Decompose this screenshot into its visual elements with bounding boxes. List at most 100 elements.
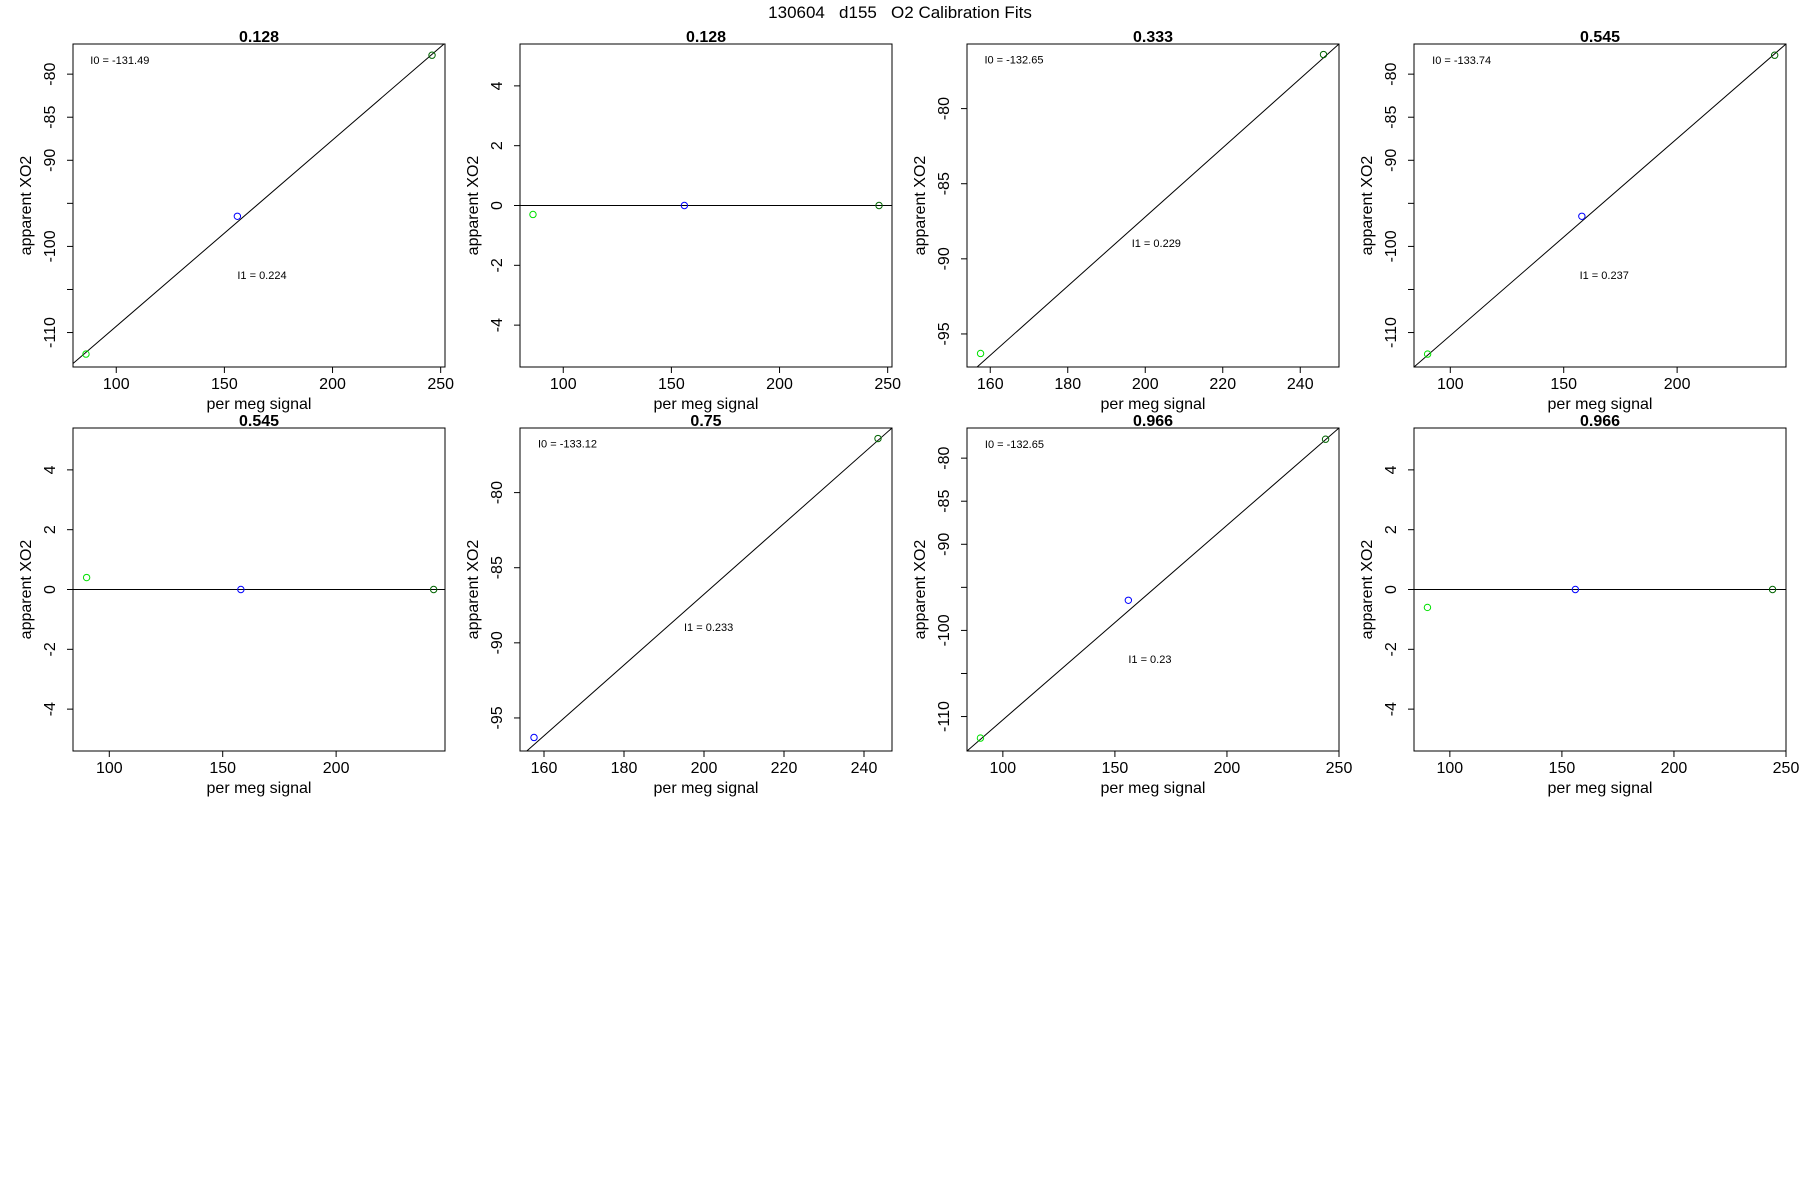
x-axis-label: per meg signal — [207, 780, 312, 797]
x-axis-label: per meg signal — [1548, 396, 1653, 413]
x-tick-label: 100 — [990, 760, 1017, 777]
data-point — [233, 212, 242, 220]
y-tick-label: -85 — [936, 172, 953, 195]
fit-annotation: I1 = 0.23 — [1128, 654, 1171, 666]
calibration-panel: 0.128 100 150 200 250 per meg signal 4 2 0 -2 -4 ap… — [465, 29, 901, 413]
y-axis-label: apparent XO2 — [465, 540, 482, 640]
x-tick-label: 160 — [531, 760, 558, 777]
y-tick-label: 0 — [489, 201, 506, 210]
y-tick-label: -90 — [489, 631, 506, 654]
calibration-panel: 0.128 100 150 200 250 per meg signal -80 -85 -90… — [18, 29, 454, 413]
y-tick-label: -4 — [1383, 702, 1400, 716]
x-tick-label: 200 — [1664, 376, 1691, 393]
y-tick-label: -100 — [936, 614, 953, 646]
y-tick-label: -80 — [489, 481, 506, 504]
y-tick-label: 2 — [1383, 525, 1400, 534]
fit-annotation: I0 = -133.74 — [1432, 55, 1491, 67]
x-tick-label: 250 — [874, 376, 901, 393]
y-tick-label: -85 — [1383, 106, 1400, 129]
y-axis-label: apparent XO2 — [1359, 156, 1376, 256]
x-tick-label: 200 — [1661, 760, 1688, 777]
calibration-panel: 0.966 100 150 200 250 per meg signal 4 2 0 -2 -4 ap… — [1359, 413, 1799, 797]
data-point — [82, 350, 90, 358]
x-tick-label: 240 — [1287, 376, 1314, 393]
fit-annotation: I0 = -132.65 — [985, 439, 1044, 451]
y-tick-label: -95 — [489, 706, 506, 729]
y-axis-label: apparent XO2 — [18, 156, 35, 256]
fit-annotation: I1 = 0.233 — [684, 622, 733, 634]
x-tick-label: 150 — [1550, 376, 1577, 393]
data-point — [1124, 596, 1133, 604]
y-tick-label: -80 — [1383, 62, 1400, 85]
fit-annotation: I0 = -132.65 — [984, 55, 1043, 67]
calibration-panel: 0.75 160 180 200 220 240 per meg signal -80 -85 -… — [465, 413, 893, 797]
panel-title: 0.966 — [1133, 413, 1173, 430]
data-point — [429, 585, 438, 594]
x-tick-label: 200 — [691, 760, 718, 777]
x-axis-label: per meg signal — [207, 396, 312, 413]
fit-annotation: I1 = 0.237 — [1580, 270, 1629, 282]
y-axis-label: apparent XO2 — [18, 540, 35, 640]
panel-title: 0.966 — [1580, 413, 1620, 430]
data-point — [976, 734, 985, 742]
panel-title: 0.545 — [1580, 29, 1620, 46]
y-tick-label: -4 — [42, 702, 59, 716]
x-axis-label: per meg signal — [1101, 780, 1206, 797]
data-point — [82, 573, 91, 582]
fit-annotation: I1 = 0.229 — [1132, 238, 1181, 250]
y-tick-label: -90 — [42, 149, 59, 172]
plot-frame — [966, 427, 1340, 752]
data-point — [237, 585, 245, 594]
calibration-panel: 0.545 100 150 200 per meg signal -80 -85 -90 -10… — [1359, 29, 1787, 413]
panel-title: 0.128 — [686, 29, 726, 46]
y-tick-label: -4 — [489, 318, 506, 332]
data-point — [874, 434, 882, 443]
y-tick-label: -80 — [936, 97, 953, 120]
data-point — [1423, 603, 1432, 612]
y-tick-label: -110 — [42, 317, 59, 348]
data-point — [1578, 212, 1586, 220]
y-tick-label: -85 — [936, 490, 953, 513]
y-tick-label: -90 — [936, 533, 953, 556]
y-tick-label: 2 — [489, 141, 506, 150]
fit-line — [1414, 44, 1786, 367]
data-point — [1571, 585, 1580, 594]
x-tick-label: 200 — [1214, 760, 1241, 777]
panel-title: 0.333 — [1133, 29, 1173, 46]
x-tick-label: 200 — [319, 376, 346, 393]
x-axis-label: per meg signal — [1101, 396, 1206, 413]
y-axis-label: apparent XO2 — [1359, 540, 1376, 640]
y-tick-label: -80 — [42, 62, 59, 85]
x-axis-label: per meg signal — [1548, 780, 1653, 797]
y-tick-label: -95 — [936, 322, 953, 345]
data-point — [1768, 585, 1777, 594]
calibration-panel: 0.545 100 150 200 per meg signal 4 2 0 -2 -4 appar… — [18, 413, 446, 797]
calibration-panel: 0.333 160 180 200 220 240 per meg signal -80 -85… — [912, 29, 1340, 413]
x-tick-label: 250 — [427, 376, 454, 393]
x-tick-label: 150 — [1549, 760, 1576, 777]
plot-frame — [519, 427, 893, 752]
y-axis-label: apparent XO2 — [912, 540, 929, 640]
y-tick-label: -2 — [1383, 642, 1400, 656]
panel-title: 0.75 — [690, 413, 721, 430]
figure-title: 130604 d155 O2 Calibration Fits — [768, 3, 1032, 22]
y-tick-label: 4 — [1383, 465, 1400, 474]
x-tick-label: 150 — [658, 376, 685, 393]
x-tick-label: 100 — [96, 760, 123, 777]
y-tick-label: 4 — [42, 465, 59, 474]
fit-annotation: I1 = 0.224 — [237, 270, 286, 282]
x-tick-label: 220 — [771, 760, 798, 777]
x-tick-label: 150 — [211, 376, 238, 393]
y-tick-label: -90 — [1383, 149, 1400, 172]
calibration-panel: 0.966 100 150 200 250 per meg signal -80 -85 -90… — [912, 413, 1352, 797]
y-tick-label: 4 — [489, 81, 506, 90]
plot-frame — [966, 43, 1340, 368]
y-tick-label: -110 — [1383, 317, 1400, 348]
fit-annotation: I0 = -133.12 — [538, 439, 597, 451]
data-point — [529, 210, 537, 219]
y-tick-label: 0 — [1383, 585, 1400, 594]
y-tick-label: -100 — [42, 230, 59, 262]
